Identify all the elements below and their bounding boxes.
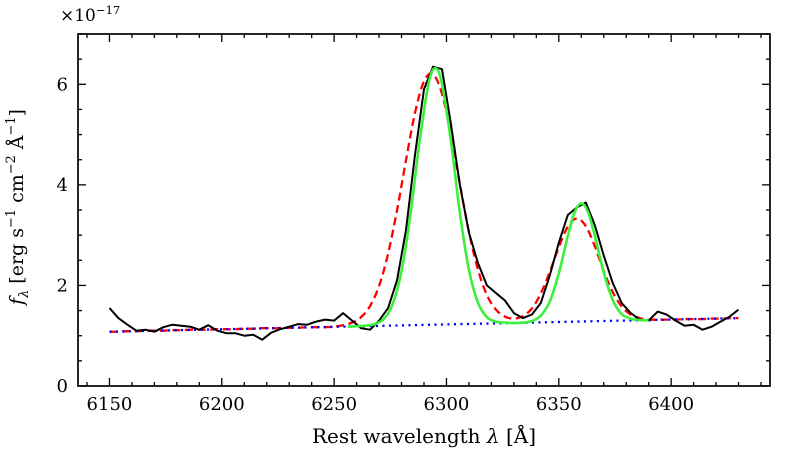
axes-frame [77, 33, 771, 387]
series-observed-spectrum [108, 65, 740, 341]
x-tick-label: 6250 [311, 394, 357, 415]
series-narrow-model-solid [347, 66, 649, 328]
y-tick-label: 0 [57, 376, 68, 397]
y-tick-label: 2 [57, 275, 68, 296]
series-group [108, 65, 740, 341]
label-token: −2 [4, 155, 20, 175]
x-tick-label: 6350 [536, 394, 582, 415]
y-axis-offset-text: ×10−17 [60, 3, 121, 26]
label-token: Rest wavelength [311, 424, 487, 448]
x-tick-label: 6300 [424, 394, 470, 415]
y-tick-label: 6 [57, 74, 68, 95]
y-axis-label: fλ [erg s−1 cm−2 Å−1] [4, 109, 31, 305]
label-token: λ [16, 289, 32, 298]
x-tick-label: 6200 [199, 394, 245, 415]
y-tick-label: 4 [57, 175, 68, 196]
x-axis-label: Rest wavelength λ [Å] [312, 424, 536, 448]
label-token: [erg s [6, 228, 28, 290]
label-token: λ [486, 424, 500, 448]
label-token: ×10 [60, 6, 96, 26]
x-tick-label: 6150 [87, 394, 133, 415]
x-tick-label: 6400 [648, 394, 694, 415]
label-token: cm [6, 174, 28, 209]
label-token: −1 [4, 208, 20, 229]
label-token: Å [6, 135, 28, 156]
label-token: −1 [4, 116, 20, 136]
label-token: −17 [95, 3, 121, 18]
label-token: [Å] [499, 424, 537, 448]
label-token: f [6, 297, 28, 305]
